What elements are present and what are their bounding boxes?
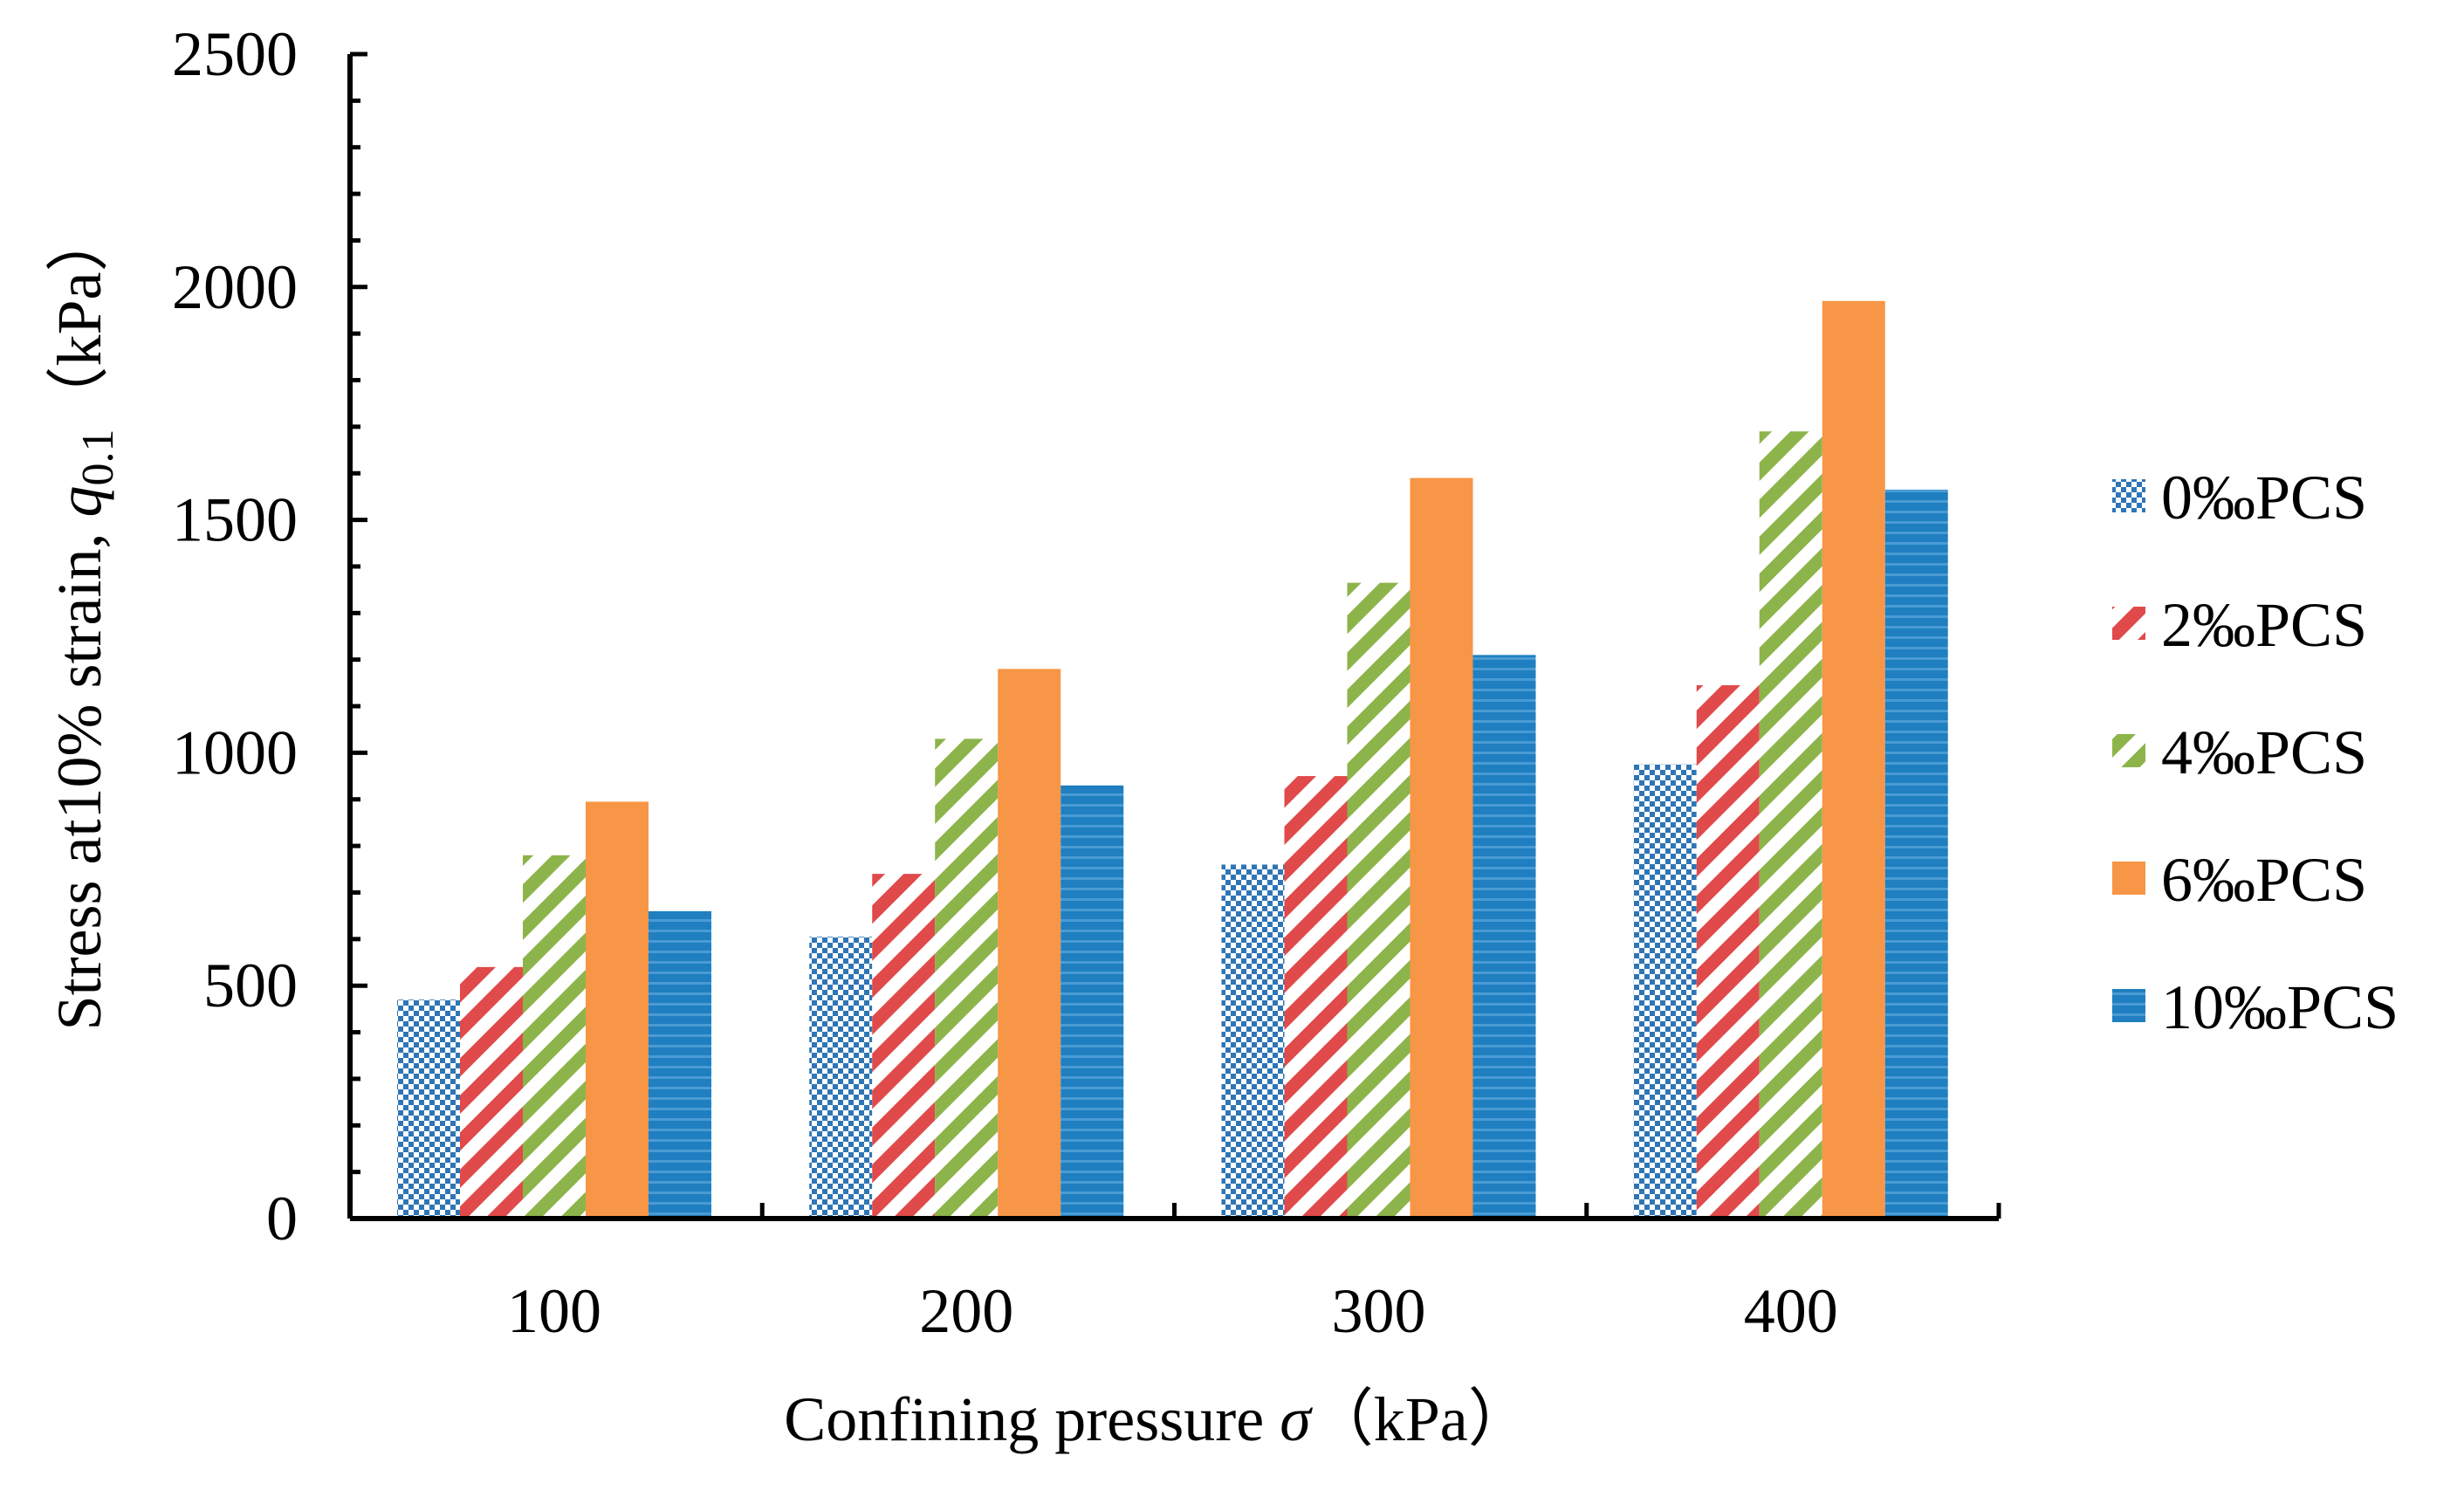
axes-layer	[347, 52, 2001, 1221]
x-axis-title-main: Confining pressure	[784, 1384, 1280, 1454]
bar-100-10‰PCS	[649, 910, 711, 1219]
y-tick-label: 1000	[172, 718, 298, 787]
bar-100-2‰PCS	[460, 966, 523, 1219]
legend-swatch-0‰PCS	[2112, 479, 2145, 512]
bar-300-6‰PCS	[1410, 477, 1473, 1219]
bar-200-6‰PCS	[998, 669, 1061, 1219]
y-axis-title-subscript: 0.1	[73, 429, 123, 486]
legend: 0‰PCS 2‰PCS 4‰PCS 6‰PCS 10‰PCS	[2112, 463, 2399, 1042]
y-tick-label: 500	[203, 951, 298, 1020]
x-tick-label: 300	[1332, 1276, 1426, 1346]
legend-label: 10‰PCS	[2161, 972, 2399, 1042]
legend-swatch-10‰PCS	[2112, 989, 2145, 1022]
bar-300-10‰PCS	[1472, 655, 1536, 1219]
x-axis-title-symbol: σ	[1280, 1384, 1313, 1454]
bar-400-10‰PCS	[1884, 489, 1948, 1219]
labels-layer: 0 500 1000 1500 2000 2500 100 200 300 400	[172, 19, 1838, 1346]
y-tick-label: 2500	[172, 19, 298, 89]
y-tick-label: 0	[266, 1184, 298, 1253]
bar-300-0‰PCS	[1221, 864, 1285, 1219]
bars-layer	[397, 300, 1948, 1219]
bar-400-6‰PCS	[1822, 300, 1885, 1219]
bar-200-0‰PCS	[809, 937, 873, 1219]
legend-label: 2‰PCS	[2161, 590, 2367, 660]
y-axis-title-unit: （kPa）	[45, 209, 114, 429]
legend-swatch-2‰PCS	[2112, 607, 2145, 640]
bar-100-4‰PCS	[523, 855, 586, 1219]
legend-label: 0‰PCS	[2161, 463, 2367, 532]
bar-400-2‰PCS	[1696, 685, 1760, 1219]
bar-200-10‰PCS	[1060, 785, 1124, 1219]
legend-swatch-4‰PCS	[2112, 734, 2145, 767]
x-tick-label: 400	[1744, 1276, 1838, 1346]
bar-200-2‰PCS	[872, 874, 936, 1219]
y-axis-title-symbol: q	[45, 486, 114, 518]
y-tick-label: 2000	[172, 252, 298, 322]
bar-400-4‰PCS	[1759, 431, 1822, 1219]
y-axis-title-main: Stress at10% strain,	[45, 518, 114, 1031]
bar-300-2‰PCS	[1284, 776, 1348, 1219]
legend-swatch-6‰PCS	[2112, 862, 2145, 895]
y-axis-title: Stress at10% strain, q0.1（kPa）	[45, 209, 123, 1031]
x-axis-title: Confining pressure σ（kPa）	[784, 1384, 1530, 1454]
bar-400-0‰PCS	[1633, 764, 1697, 1219]
x-axis-title-unit: （kPa）	[1311, 1384, 1531, 1454]
bar-100-0‰PCS	[397, 999, 460, 1219]
legend-label: 6‰PCS	[2161, 845, 2367, 915]
bar-300-4‰PCS	[1347, 582, 1410, 1219]
legend-label: 4‰PCS	[2161, 718, 2367, 787]
bar-100-6‰PCS	[586, 801, 649, 1219]
x-tick-label: 200	[919, 1276, 1013, 1346]
x-tick-label: 100	[507, 1276, 601, 1346]
y-tick-label: 1500	[172, 485, 298, 555]
bar-200-4‰PCS	[935, 738, 999, 1219]
